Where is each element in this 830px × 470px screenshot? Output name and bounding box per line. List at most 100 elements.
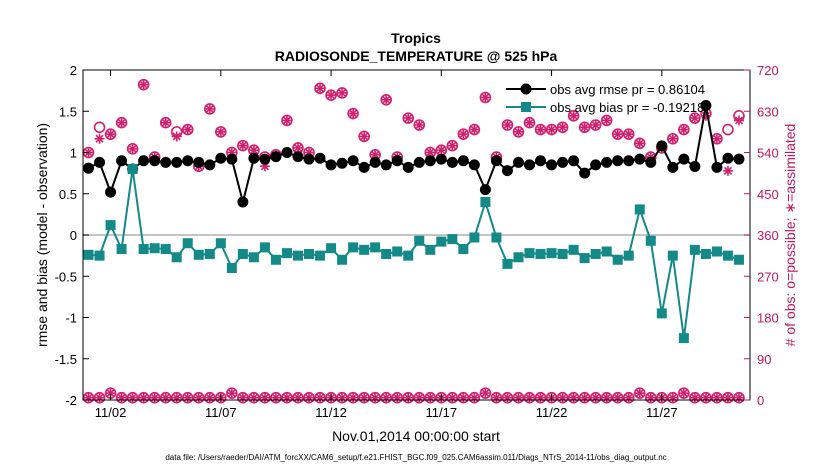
- obs-assimilated-marker-stroke: [613, 130, 622, 139]
- bias-point: [348, 242, 359, 253]
- obs-assimilated-bottom-marker: [149, 392, 160, 403]
- x-tick-label: 11/12: [315, 405, 347, 420]
- bias-point: [226, 263, 237, 273]
- obs-assimilated-marker-stroke: [591, 120, 600, 130]
- y-tick-label-left: 1: [70, 146, 77, 161]
- bias-point: [281, 248, 292, 259]
- obs-assimilated-bottom-marker: [248, 392, 259, 403]
- bias-point: [270, 254, 281, 265]
- obs-assimilated-bottom-marker: [568, 392, 579, 403]
- obs-possible-marker: [93, 121, 106, 134]
- bias-point: [678, 333, 689, 344]
- rmse-point: [237, 196, 249, 208]
- rmse-point: [457, 155, 469, 167]
- x-tick-label: 11/22: [536, 405, 568, 420]
- rmse-point: [722, 152, 734, 164]
- obs-assimilated-marker: [722, 165, 733, 176]
- obs-assimilated-marker-stroke: [326, 91, 336, 100]
- obs-assimilated-marker: [315, 83, 326, 94]
- rmse-point: [270, 151, 282, 163]
- x-tick-label: 11/17: [426, 405, 458, 420]
- legend-bias-label: obs avg bias pr = -0.19218: [550, 100, 704, 115]
- rmse-point: [623, 155, 635, 167]
- rmse-point: [546, 159, 558, 171]
- bias-point: [160, 244, 171, 255]
- obs-assimilated-marker-stroke: [470, 125, 479, 134]
- obs-assimilated-marker: [579, 122, 590, 133]
- obs-assimilated-bottom-marker: [711, 392, 722, 403]
- obs-assimilated-marker-stroke: [448, 141, 457, 150]
- obs-assimilated-bottom-marker: [127, 392, 138, 403]
- x-tick-label: 11/07: [205, 405, 237, 420]
- legend: obs avg rmse pr = 0.86104 obs avg bias p…: [506, 82, 705, 115]
- legend-bias-marker: [521, 102, 531, 112]
- bias-point: [292, 250, 303, 261]
- bias-point: [304, 248, 315, 259]
- x-axis-label: Nov.01,2014 00:00:00 start: [332, 428, 500, 444]
- obs-assimilated-marker: [458, 129, 469, 140]
- obs-assimilated-marker-stroke: [580, 123, 589, 132]
- bias-point: [392, 246, 403, 257]
- rmse-point: [590, 159, 602, 171]
- obs-assimilated-marker-stroke: [172, 132, 181, 141]
- rmse-point: [501, 165, 513, 177]
- obs-assimilated-marker: [138, 79, 149, 90]
- obs-assimilated-marker-stroke: [249, 146, 258, 155]
- obs-assimilated-marker-stroke: [459, 130, 468, 139]
- obs-assimilated-marker-stroke: [635, 139, 644, 148]
- obs-assimilated-bottom-marker: [458, 392, 469, 403]
- bias-point: [215, 238, 226, 249]
- obs-assimilated-marker: [381, 94, 392, 105]
- bias-point: [634, 204, 645, 215]
- obs-assimilated-marker-stroke: [712, 134, 722, 143]
- obs-assimilated-marker: [689, 113, 700, 124]
- obs-assimilated-marker: [237, 140, 248, 151]
- bias-point: [182, 238, 193, 249]
- y-tick-label-left: 0.5: [59, 187, 77, 202]
- obs-assimilated-marker: [733, 115, 744, 126]
- bias-point: [171, 252, 182, 263]
- bias-point: [579, 253, 590, 264]
- rmse-point: [182, 155, 194, 167]
- obs-assimilated-bottom-marker: [381, 392, 392, 403]
- obs-assimilated-marker-stroke: [337, 88, 347, 98]
- bias-point: [436, 236, 447, 247]
- obs-assimilated-marker: [370, 149, 381, 160]
- obs-assimilated-marker-stroke: [371, 150, 380, 159]
- rmse-point: [512, 156, 524, 168]
- rmse-point: [204, 159, 216, 171]
- obs-assimilated-marker-stroke: [536, 125, 545, 134]
- rmse-point: [634, 153, 646, 165]
- obs-assimilated-marker-stroke: [183, 125, 192, 134]
- obs-assimilated-bottom-marker: [204, 392, 215, 403]
- obs-assimilated-bottom-marker: [634, 388, 645, 399]
- obs-assimilated-marker-stroke: [95, 134, 104, 143]
- y-tick-label-right: 90: [757, 352, 771, 367]
- rmse-point: [612, 155, 624, 167]
- rmse-point: [413, 156, 425, 168]
- bias-point: [700, 248, 711, 259]
- obs-assimilated-bottom-marker: [359, 392, 370, 403]
- rmse-point: [94, 156, 106, 168]
- obs-assimilated-bottom-marker: [83, 392, 94, 403]
- y-tick-label-left: -2: [65, 393, 77, 408]
- obs-assimilated-marker-stroke: [238, 141, 247, 150]
- obs-assimilated-bottom-marker: [348, 392, 359, 403]
- rmse-point: [171, 156, 183, 168]
- rmse-point: [601, 156, 613, 168]
- obs-assimilated-marker: [667, 133, 678, 144]
- bias-point: [689, 244, 700, 255]
- obs-assimilated-bottom-marker: [138, 392, 149, 403]
- bias-point: [447, 234, 458, 245]
- rmse-point: [402, 161, 414, 173]
- rmse-point: [524, 159, 536, 171]
- obs-assimilated-bottom-marker: [502, 392, 513, 403]
- rmse-point: [248, 152, 260, 164]
- footnote: data file: /Users/raeder/DAI/ATM_forcXX/…: [165, 453, 666, 462]
- rmse-point: [656, 140, 668, 152]
- bias-point: [105, 220, 116, 231]
- obs-assimilated-bottom-marker-stroke: [106, 389, 115, 398]
- y-tick-label-right: 540: [757, 146, 779, 161]
- rmse-point: [424, 155, 436, 167]
- obs-assimilated-marker: [359, 131, 370, 142]
